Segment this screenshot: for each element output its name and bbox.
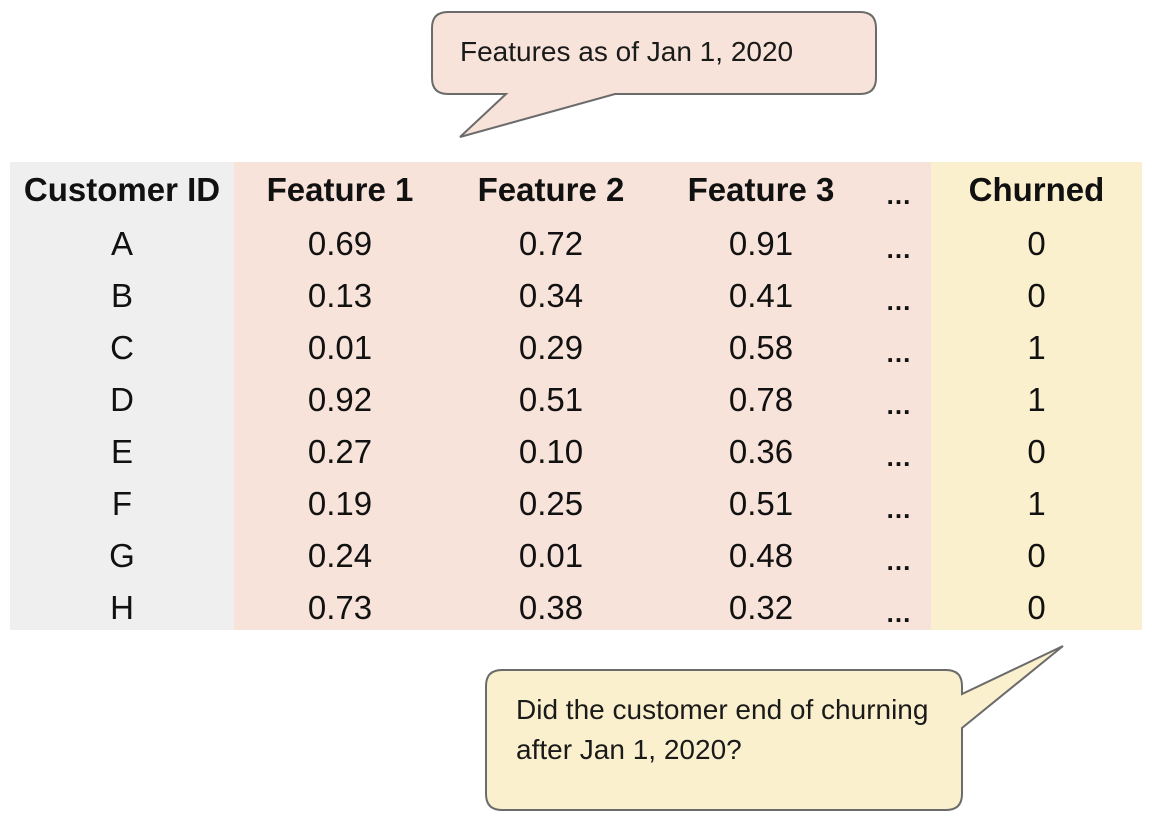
header-feature-3: Feature 3 [687,171,835,208]
cell-feature-1: 0.01 [307,329,373,366]
cell-ellipsis: … [885,389,912,420]
cell-feature-2: 0.25 [518,485,584,522]
cell-customer-id: D [110,381,134,418]
cell-feature-3: 0.51 [728,485,794,522]
cell-feature-2: 0.01 [518,537,584,574]
cell-ellipsis: … [885,285,912,316]
callout-top-bubble [431,11,877,138]
cell-feature-3: 0.36 [728,433,794,470]
cell-churned: 0 [1027,225,1046,262]
cell-feature-3: 0.58 [728,329,794,366]
cell-churned: 0 [1027,537,1046,574]
cell-churned: 1 [1027,329,1046,366]
cell-churned: 1 [1027,485,1046,522]
cell-customer-id: H [110,589,134,626]
cell-feature-3: 0.48 [728,537,794,574]
header-ellipsis: … [885,179,912,210]
cell-churned: 1 [1027,381,1046,418]
cell-feature-1: 0.27 [307,433,373,470]
cell-feature-2: 0.34 [518,277,584,314]
cell-ellipsis: … [885,597,912,628]
cell-feature-1: 0.69 [307,225,373,262]
callout-bottom-text: Did the customer end of churning after J… [516,694,929,765]
cell-feature-3: 0.78 [728,381,794,418]
cell-customer-id: C [110,329,134,366]
cell-feature-2: 0.38 [518,589,584,626]
cell-customer-id: A [110,225,133,262]
cell-feature-1: 0.19 [307,485,373,522]
customer-feature-table: Customer ID Feature 1 Feature 2 Feature 3 … C… [10,162,1142,630]
header-customer-id: Customer ID [23,171,221,208]
cell-ellipsis: … [885,545,912,576]
cell-customer-id: F [111,485,133,522]
cell-customer-id: E [110,433,133,470]
cell-feature-3: 0.32 [728,589,794,626]
cell-feature-2: 0.51 [518,381,584,418]
customer-id-column-band [10,162,234,630]
feature-columns-band [234,162,931,630]
cell-feature-2: 0.29 [518,329,584,366]
cell-feature-3: 0.91 [728,225,794,262]
cell-churned: 0 [1027,277,1046,314]
cell-feature-2: 0.72 [518,225,584,262]
cell-feature-2: 0.10 [518,433,584,470]
cell-feature-1: 0.24 [307,537,373,574]
churned-column-band [931,162,1142,630]
cell-feature-3: 0.41 [728,277,794,314]
header-feature-1: Feature 1 [266,171,414,208]
cell-feature-1: 0.13 [307,277,373,314]
cell-ellipsis: … [885,441,912,472]
cell-ellipsis: … [885,233,912,264]
header-churned: Churned [968,171,1105,208]
cell-customer-id: B [110,277,133,314]
cell-feature-1: 0.92 [307,381,373,418]
cell-ellipsis: … [885,337,912,368]
cell-ellipsis: … [885,493,912,524]
callout-top-text: Features as of Jan 1, 2020 [460,36,794,67]
header-feature-2: Feature 2 [477,171,625,208]
cell-customer-id: G [109,537,135,574]
cell-feature-1: 0.73 [307,589,373,626]
callout-bottom-bubble [485,645,1064,811]
cell-churned: 0 [1027,433,1046,470]
cell-churned: 0 [1027,589,1046,626]
